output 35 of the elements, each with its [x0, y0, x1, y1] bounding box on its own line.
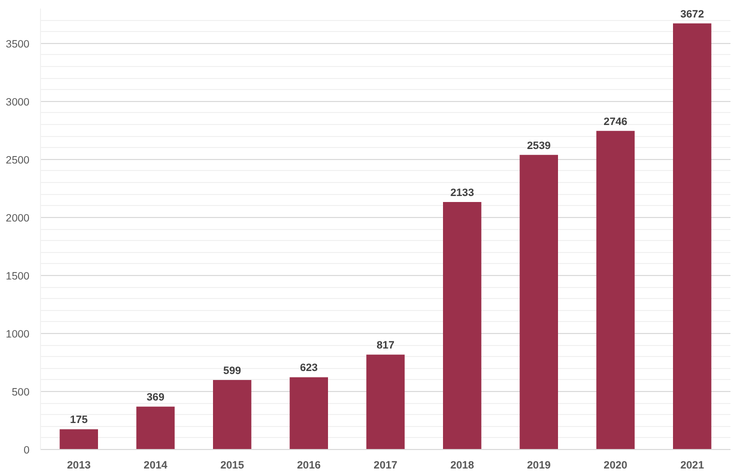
bar: [290, 377, 328, 450]
data-label: 623: [300, 362, 318, 374]
x-tick-label: 2021: [680, 460, 704, 471]
x-tick-label: 2014: [144, 460, 168, 471]
y-tick-label: 3000: [6, 96, 30, 108]
bar: [673, 23, 712, 450]
x-tick-label: 2019: [526, 460, 551, 471]
bar: [213, 380, 252, 450]
y-tick-label: 2000: [6, 212, 30, 224]
y-tick-label: 2500: [6, 154, 30, 166]
bar: [596, 130, 635, 450]
data-label: 2746: [604, 116, 628, 128]
y-tick-label: 0: [24, 444, 30, 456]
data-label: 2133: [450, 186, 474, 199]
bar: [366, 354, 405, 450]
x-tick-label: 2017: [374, 460, 398, 471]
x-tick-label: 2013: [66, 460, 91, 471]
x-tick-label: 2015: [220, 460, 244, 471]
y-tick-label: 3500: [6, 38, 30, 50]
x-tick-label: 2016: [296, 460, 321, 471]
bar: [443, 202, 482, 450]
data-label: 817: [376, 340, 394, 352]
data-label: 175: [70, 414, 88, 426]
y-tick-label: 1500: [6, 270, 30, 282]
y-tick-label: 1000: [6, 328, 30, 340]
y-tick-label: 500: [12, 386, 30, 398]
data-label: 3672: [680, 8, 704, 20]
x-tick-label: 2018: [450, 460, 474, 471]
bar: [136, 406, 175, 450]
bar: [60, 429, 98, 450]
data-label: 2539: [526, 140, 551, 152]
data-label: 369: [146, 392, 164, 404]
bar: [520, 154, 558, 450]
data-label: 599: [223, 364, 242, 377]
x-tick-label: 2020: [604, 460, 628, 471]
